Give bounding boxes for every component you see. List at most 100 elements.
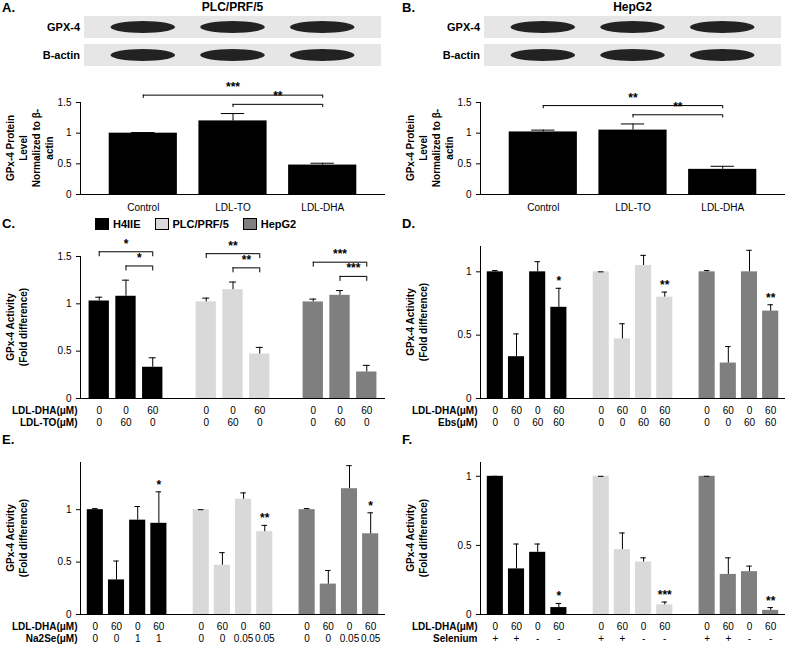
svg-text:+: + — [492, 633, 498, 644]
svg-text:*: * — [368, 499, 373, 513]
svg-text:0: 0 — [364, 417, 370, 428]
svg-text:60: 60 — [617, 405, 629, 416]
svg-text:+: + — [725, 633, 731, 644]
svg-text:0: 0 — [704, 405, 710, 416]
svg-text:0: 0 — [493, 417, 499, 428]
svg-text:0.5: 0.5 — [58, 345, 72, 356]
svg-text:0: 0 — [598, 417, 604, 428]
svg-text:60: 60 — [153, 621, 165, 632]
svg-text:Ebs(μM): Ebs(μM) — [438, 417, 477, 428]
svg-text:60: 60 — [323, 621, 335, 632]
svg-text:LDL-DHA(μM): LDL-DHA(μM) — [412, 405, 478, 416]
svg-text:Na2Se(μM): Na2Se(μM) — [26, 633, 78, 644]
svg-text:0: 0 — [93, 633, 99, 644]
svg-text:60: 60 — [111, 621, 123, 632]
svg-text:0.05: 0.05 — [340, 633, 360, 644]
svg-text:-: - — [748, 633, 751, 644]
svg-text:60: 60 — [120, 417, 132, 428]
svg-text:0: 0 — [493, 405, 499, 416]
svg-text:60: 60 — [334, 417, 346, 428]
svg-text:-: - — [769, 633, 772, 644]
svg-text:0: 0 — [96, 405, 102, 416]
svg-text:**: ** — [242, 253, 252, 267]
svg-text:0: 0 — [326, 633, 332, 644]
svg-text:1: 1 — [66, 504, 72, 515]
svg-text:60: 60 — [617, 621, 629, 632]
svg-text:***: *** — [333, 247, 347, 261]
svg-text:60: 60 — [511, 405, 523, 416]
svg-text:0: 0 — [726, 417, 732, 428]
svg-text:B-actin: B-actin — [43, 49, 81, 61]
svg-text:0: 0 — [641, 405, 647, 416]
svg-text:GPX-4: GPX-4 — [447, 21, 481, 33]
svg-text:60: 60 — [254, 405, 266, 416]
svg-text:**: ** — [766, 291, 776, 305]
svg-text:0: 0 — [310, 417, 316, 428]
svg-text:*: * — [557, 589, 562, 603]
svg-text:***: *** — [346, 261, 360, 275]
svg-text:1.5: 1.5 — [58, 251, 72, 262]
svg-text:60: 60 — [659, 405, 671, 416]
svg-text:0: 0 — [704, 621, 710, 632]
svg-text:1: 1 — [466, 266, 472, 277]
svg-text:60: 60 — [723, 405, 735, 416]
svg-text:0: 0 — [304, 621, 310, 632]
svg-text:LDL-DHA(μM): LDL-DHA(μM) — [12, 621, 78, 632]
svg-text:0.5: 0.5 — [458, 158, 472, 169]
svg-text:-: - — [642, 633, 645, 644]
svg-text:+: + — [704, 633, 710, 644]
svg-text:0.5: 0.5 — [58, 158, 72, 169]
svg-text:LDL-TO(μM): LDL-TO(μM) — [20, 417, 78, 428]
svg-text:0: 0 — [747, 405, 753, 416]
svg-text:***: *** — [658, 588, 672, 602]
svg-text:LDL-DHA(μM): LDL-DHA(μM) — [412, 621, 478, 632]
svg-text:1: 1 — [66, 298, 72, 309]
svg-text:0: 0 — [598, 405, 604, 416]
svg-text:*: * — [137, 251, 142, 265]
svg-text:0: 0 — [150, 417, 156, 428]
svg-text:**: ** — [273, 89, 283, 103]
svg-text:1: 1 — [135, 633, 141, 644]
svg-text:Control: Control — [127, 202, 159, 213]
svg-text:LDL-TO: LDL-TO — [215, 202, 251, 213]
svg-text:0: 0 — [641, 621, 647, 632]
svg-text:0.05: 0.05 — [361, 633, 381, 644]
svg-text:0: 0 — [493, 621, 499, 632]
svg-text:0.05: 0.05 — [234, 633, 254, 644]
svg-text:0: 0 — [466, 189, 472, 200]
svg-text:0: 0 — [304, 633, 310, 644]
svg-text:60: 60 — [638, 417, 650, 428]
svg-text:GPX-4: GPX-4 — [47, 21, 81, 33]
svg-text:60: 60 — [532, 417, 544, 428]
svg-text:60: 60 — [511, 621, 523, 632]
svg-text:LDL-DHA: LDL-DHA — [701, 202, 744, 213]
svg-text:0.05: 0.05 — [255, 633, 275, 644]
svg-text:60: 60 — [723, 621, 735, 632]
svg-text:60: 60 — [365, 621, 377, 632]
svg-text:0: 0 — [93, 621, 99, 632]
svg-text:60: 60 — [227, 417, 239, 428]
svg-text:1: 1 — [66, 127, 72, 138]
svg-text:0: 0 — [198, 633, 204, 644]
svg-text:60: 60 — [659, 621, 671, 632]
svg-text:+: + — [598, 633, 604, 644]
svg-text:**: ** — [260, 511, 270, 525]
svg-text:60: 60 — [765, 417, 777, 428]
svg-text:0.5: 0.5 — [458, 329, 472, 340]
svg-text:0: 0 — [66, 393, 72, 404]
svg-text:1: 1 — [466, 471, 472, 482]
svg-text:*: * — [157, 478, 162, 492]
svg-text:1.5: 1.5 — [458, 97, 472, 108]
svg-text:0: 0 — [514, 417, 520, 428]
svg-text:0: 0 — [96, 417, 102, 428]
svg-text:Selenium: Selenium — [433, 633, 478, 644]
svg-text:0: 0 — [598, 621, 604, 632]
svg-text:LDL-DHA: LDL-DHA — [301, 202, 344, 213]
svg-text:0: 0 — [123, 405, 129, 416]
svg-text:-: - — [663, 633, 666, 644]
svg-text:*: * — [557, 274, 562, 288]
svg-text:0: 0 — [230, 405, 236, 416]
svg-text:0: 0 — [66, 609, 72, 620]
svg-text:0: 0 — [704, 417, 710, 428]
svg-text:**: ** — [673, 100, 683, 114]
